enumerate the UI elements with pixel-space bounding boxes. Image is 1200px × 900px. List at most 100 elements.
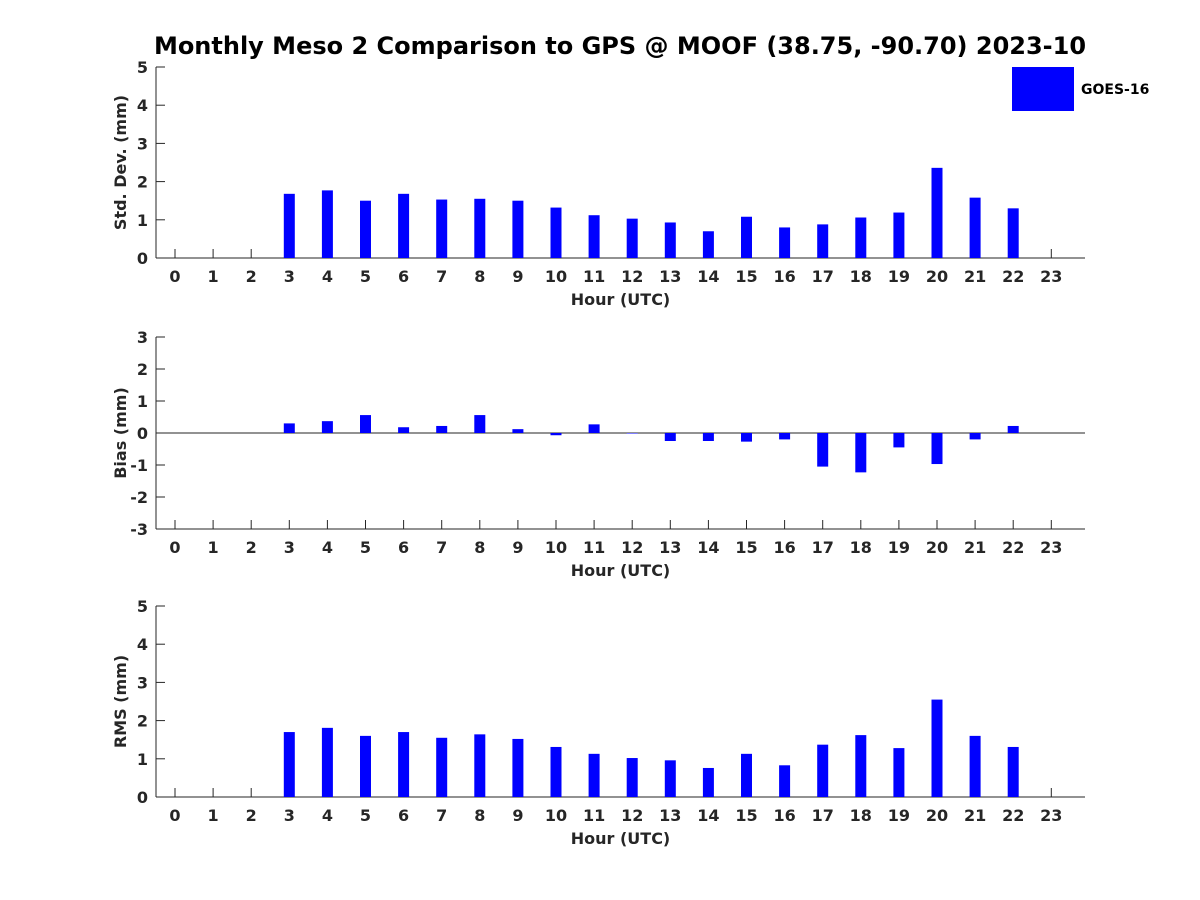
bar-hour-4 [321,421,333,433]
x-tick-label: 22 [1002,538,1024,557]
bar-hour-6 [398,193,410,258]
x-tick-label: 4 [322,538,333,557]
x-tick-label: 18 [850,538,872,557]
x-tick-label: 10 [545,538,567,557]
x-tick-label: 6 [398,267,409,286]
x-tick-label: 12 [621,267,643,286]
bar-hour-6 [398,427,410,433]
bar-hour-4 [321,727,333,797]
x-tick-label: 15 [735,806,757,825]
bar-hour-7 [436,737,448,797]
x-tick-label: 16 [773,538,795,557]
bar-hour-15 [741,753,752,797]
x-tick-label: 18 [850,267,872,286]
y-tick-label: 0 [137,424,148,443]
bar-hour-10 [550,207,562,258]
x-tick-label: 15 [735,538,757,557]
y-tick-label: 2 [137,173,148,192]
bar-hour-19 [893,748,905,797]
bar-hour-16 [779,765,791,797]
x-tick-label: 0 [169,267,180,286]
x-tick-label: 19 [888,538,910,557]
bar-hour-11 [588,215,600,258]
legend-label: GOES-16 [1081,82,1149,98]
x-tick-label: 5 [360,806,371,825]
chart-title: Monthly Meso 2 Comparison to GPS @ MOOF … [154,32,1086,60]
x-tick-label: 2 [246,538,257,557]
x-tick-label: 17 [812,806,834,825]
x-tick-label: 21 [964,806,986,825]
x-tick-label: 15 [735,267,757,286]
x-tick-label: 7 [436,267,447,286]
x-tick-label: 16 [773,267,795,286]
x-tick-label: 12 [621,538,643,557]
x-tick-label: 9 [512,267,523,286]
bar-hour-18 [855,217,867,258]
bar-hour-22 [1007,208,1019,258]
x-tick-label: 9 [512,538,523,557]
x-tick-label: 11 [583,267,605,286]
x-tick-label: 19 [888,267,910,286]
y-tick-label: 2 [137,712,148,731]
bar-hour-10 [550,433,562,436]
x-tick-label: 1 [208,267,219,286]
x-tick-label: 0 [169,806,180,825]
bar-hour-9 [512,200,524,258]
x-tick-label: 22 [1002,806,1024,825]
bar-hour-14 [702,433,714,441]
x-tick-label: 2 [246,267,257,286]
x-tick-label: 7 [436,806,447,825]
x-tick-label: 1 [208,538,219,557]
bar-hour-3 [283,193,295,258]
x-tick-label: 6 [398,806,409,825]
bar-hour-20 [931,699,943,797]
x-tick-label: 10 [545,267,567,286]
y-tick-label: 3 [137,134,148,153]
y-tick-label: -1 [130,456,148,475]
x-tick-label: 8 [474,806,485,825]
y-tick-label: 1 [137,392,148,411]
x-tick-label: 2 [246,806,257,825]
bar-hour-19 [893,212,905,258]
x-tick-label: 9 [512,806,523,825]
bar-hour-21 [969,197,981,258]
x-tick-label: 11 [583,806,605,825]
y-tick-label: 4 [137,96,148,115]
x-tick-label: 3 [284,267,295,286]
x-tick-label: 0 [169,538,180,557]
x-tick-label: 22 [1002,267,1024,286]
bar-hour-10 [550,746,562,797]
bar-hour-17 [817,433,829,467]
bar-hour-4 [321,190,333,258]
bar-hour-20 [931,167,943,258]
x-tick-label: 8 [474,267,485,286]
x-tick-label: 12 [621,806,643,825]
legend-swatch [1012,67,1074,111]
bar-hour-8 [474,734,486,797]
x-tick-label: 14 [697,267,719,286]
x-tick-label: 20 [926,806,948,825]
bar-hour-17 [817,744,829,797]
legend: GOES-16 [1012,67,1149,111]
y-axis-label: Std. Dev. (mm) [111,95,130,230]
bar-hour-11 [588,424,600,433]
x-tick-label: 10 [545,806,567,825]
bar-hour-21 [969,735,981,797]
bar-hour-16 [779,227,791,258]
bar-hour-20 [931,433,943,465]
x-tick-label: 5 [360,538,371,557]
bar-hour-13 [664,222,676,258]
bar-hour-5 [360,200,371,258]
bar-hour-18 [855,735,867,797]
y-tick-label: 4 [137,635,148,654]
bar-hour-12 [626,218,638,258]
y-axis-label: RMS (mm) [111,655,130,748]
x-tick-label: 17 [812,267,834,286]
x-tick-label: 4 [322,267,333,286]
x-tick-label: 21 [964,538,986,557]
x-tick-label: 19 [888,806,910,825]
x-tick-label: 20 [926,267,948,286]
x-axis-label: Hour (UTC) [571,561,671,580]
